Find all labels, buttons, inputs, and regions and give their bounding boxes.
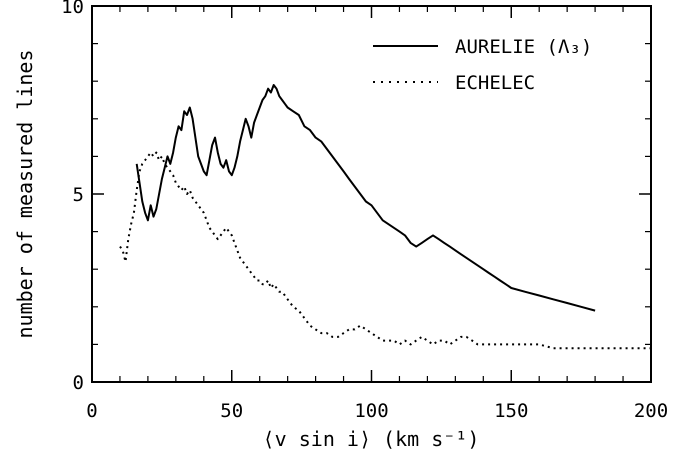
y-tick-label: 10 [61,0,84,18]
x-axis-label: ⟨v sin i⟩ (km s⁻¹) [263,427,480,451]
axis-tick-labels: 0 50 100 150 200 0 5 10 [61,0,668,422]
series-line-aurelie [135,84,596,312]
series-line-echelec [119,151,651,350]
x-tick-label: 100 [354,400,388,422]
x-tick-label: 50 [220,400,243,422]
legend: AURELIE (Λ₃) ECHELEC [373,36,592,94]
plot-frame [91,5,652,383]
x-tick-label: 200 [634,400,668,422]
y-tick-label: 0 [73,372,84,394]
legend-label-echelec: ECHELEC [455,72,535,94]
series-lines [119,84,651,350]
y-tick-label: 5 [73,184,84,206]
y-axis-label: number of measured lines [13,50,37,339]
x-tick-label: 0 [86,400,97,422]
x-tick-label: 150 [494,400,528,422]
legend-label-aurelie: AURELIE (Λ₃) [455,36,592,58]
axis-ticks [91,5,652,383]
